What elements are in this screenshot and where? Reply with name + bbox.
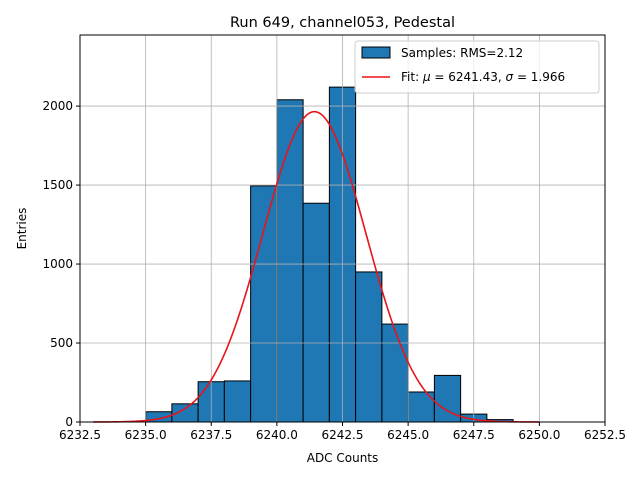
x-tick-label-3: 6240.0 [256,428,298,442]
y-tick-label-2: 1000 [42,257,73,271]
x-tick-label-2: 6237.5 [190,428,232,442]
histogram-bar-8 [355,271,383,423]
legend-label-fit: Fit: μ = 6241.43, σ = 1.966 [401,70,565,84]
y-tick-label-3: 1500 [42,178,73,192]
x-tick-label-8: 6252.5 [584,428,626,442]
histogram-bar-9 [381,323,409,423]
x-tick-label-7: 6250.0 [518,428,560,442]
legend: Samples: RMS=2.12 Fit: μ = 6241.43, σ = … [354,40,600,94]
grid [79,35,606,423]
y-axis-title: Entries [15,208,29,250]
legend-swatch-samples [361,46,391,59]
y-tick-label-4: 2000 [42,99,73,113]
histogram-bar-4 [250,185,278,423]
legend-fit-end: = 1.966 [513,70,565,84]
chart-title: Run 649, channel053, Pedestal [230,15,455,31]
legend-fit-prefix: Fit: [401,70,423,84]
legend-box [354,40,600,94]
x-tick-label-5: 6245.0 [387,428,429,442]
fit-curve [93,110,540,423]
histogram-bar-6 [302,202,330,423]
x-tick-label-6: 6247.5 [453,428,495,442]
x-tick-label-1: 6235.0 [125,428,167,442]
y-tick-label-0: 0 [65,415,73,429]
legend-fit-mid: = 6241.43, [431,70,506,84]
x-tick-label-0: 6232.5 [59,428,101,442]
histogram-bar-5 [276,99,304,423]
legend-fit-sigma: σ [506,70,514,84]
y-tick-label-1: 500 [50,336,73,350]
legend-label-samples: Samples: RMS=2.12 [401,46,523,60]
histogram-bar-3 [223,380,252,423]
y-axis-ticks: 0 500 1000 1500 2000 [42,99,80,429]
x-tick-label-4: 6242.5 [322,428,364,442]
x-axis-title: ADC Counts [307,451,379,465]
legend-fit-mu: μ [422,70,431,84]
x-axis-ticks: 6232.5 6235.0 6237.5 6240.0 6242.5 6245.0 6247… [59,422,626,442]
